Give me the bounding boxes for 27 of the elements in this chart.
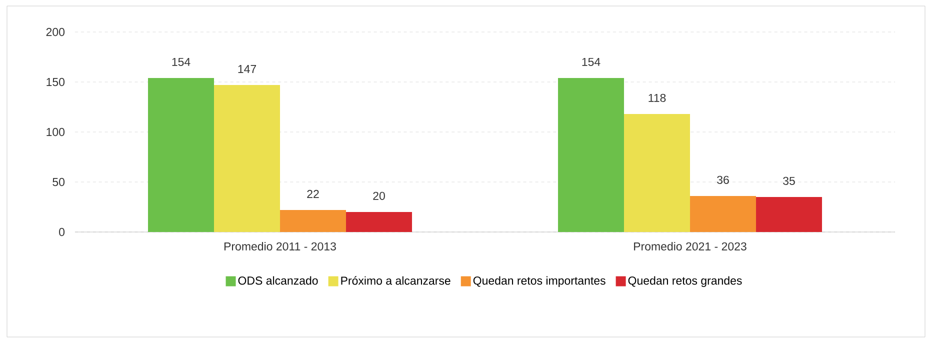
data-label: 35 [783,176,795,185]
y-tick-label: 200 [46,28,65,36]
bar [346,212,412,232]
legend-label: Quedan retos grandes [628,276,742,287]
bar [624,114,690,232]
data-label: 20 [373,192,385,200]
bar [280,210,346,232]
data-label: 36 [717,176,729,184]
x-tick-label: Promedio 2021 - 2023 [634,242,746,250]
y-tick-label: 0 [59,228,65,236]
y-tick-label: 150 [46,78,65,86]
data-label: 154 [582,58,600,66]
bar [690,196,756,232]
legend-label: Próximo a alcanzarse [341,276,450,285]
y-tick-label: 50 [52,178,65,186]
bar [148,78,214,232]
data-label: 118 [648,94,666,102]
legend-label: ODS alcanzado [238,276,318,285]
data-label: 22 [307,190,319,198]
data-label: 154 [172,58,190,66]
y-tick-label: 100 [46,128,65,136]
legend-label: Quedan retos importantes [473,276,606,287]
x-tick-label: Promedio 2011 - 2013 [224,242,336,250]
bar [558,78,624,232]
data-label: 147 [238,65,256,73]
bar [214,85,280,232]
bar [756,197,822,232]
